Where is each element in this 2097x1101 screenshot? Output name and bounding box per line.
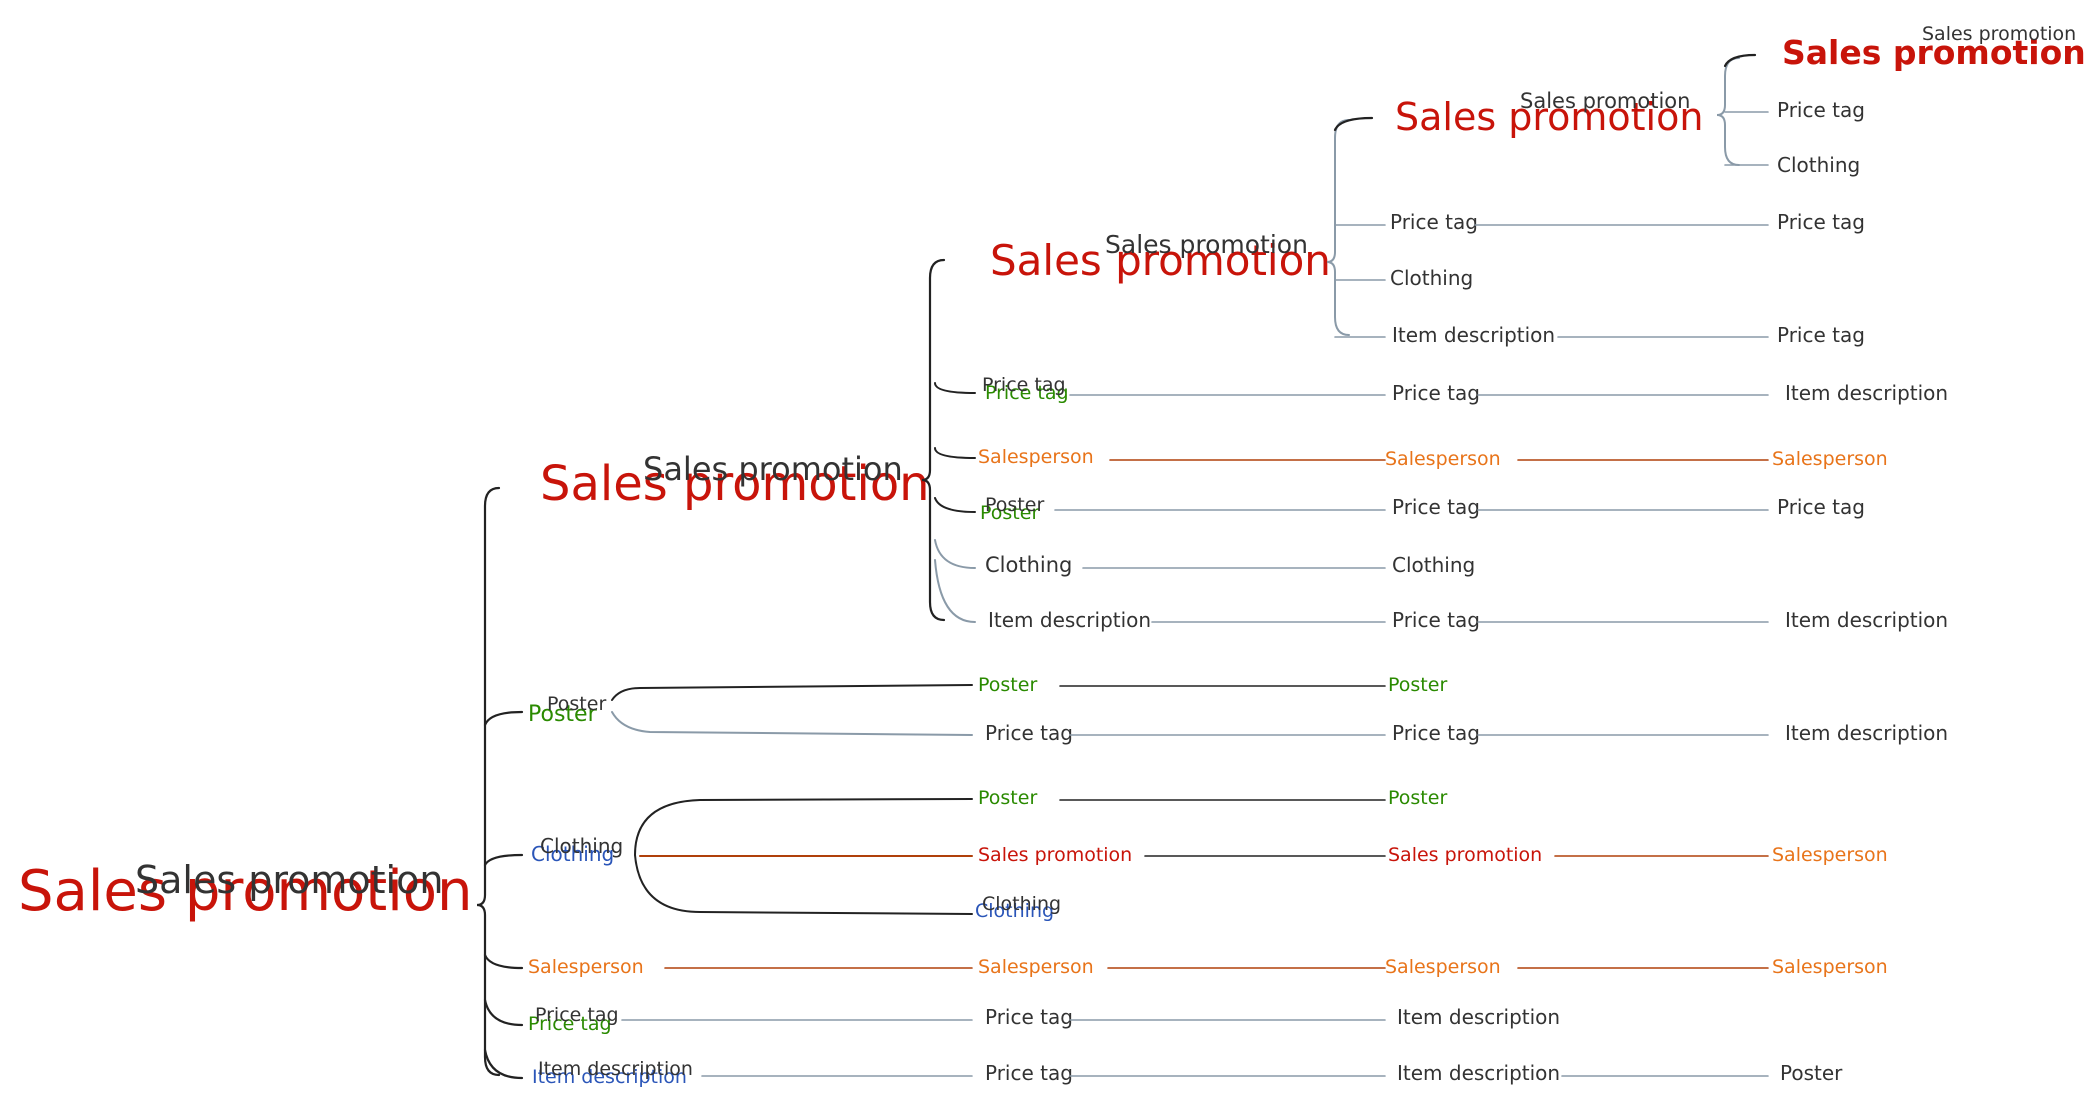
leaf-item-description: Item description bbox=[1392, 323, 1555, 347]
leaf-price-tag: Price tag bbox=[1392, 381, 1480, 405]
leaf-salesperson: Salesperson bbox=[1772, 956, 1888, 978]
sales-promotion-node-l4: Sales promotion bbox=[1782, 33, 2086, 72]
leaf-poster: Poster bbox=[978, 674, 1037, 696]
leaf-clothing: Clothing bbox=[1777, 153, 1860, 177]
leaf-clothing: Clothing bbox=[985, 553, 1072, 577]
leaf-item-description: Item description bbox=[1397, 1005, 1560, 1029]
leaf-salesperson: Salesperson bbox=[1385, 956, 1501, 978]
leaf-poster: Poster bbox=[978, 787, 1037, 809]
leaf-price-tag: Price tag bbox=[1392, 608, 1480, 632]
sales-promotion-node-l3: Sales promotion bbox=[1395, 95, 1703, 139]
leaf-sales-promotion: Sales promotion bbox=[1388, 844, 1542, 866]
leaf-price-tag: Price tag bbox=[1777, 98, 1865, 122]
leaf-sales-promotion: Sales promotion bbox=[978, 844, 1132, 866]
branch-stub bbox=[1333, 116, 1374, 132]
branch-stub bbox=[483, 710, 524, 727]
branch-stub bbox=[483, 853, 524, 867]
leaf-poster: Poster bbox=[1388, 674, 1447, 696]
root-node: Sales promotion bbox=[18, 859, 473, 924]
leaf-salesperson: Salesperson bbox=[1772, 448, 1888, 470]
leaf-clothing-shadow: Clothing bbox=[540, 834, 623, 858]
leaf-price-tag: Price tag bbox=[985, 382, 1069, 404]
leaf-salesperson: Salesperson bbox=[528, 956, 644, 978]
sales-promotion-node-l3-shadow: Sales promotion bbox=[1520, 89, 1690, 113]
leaf-price-tag: Price tag bbox=[1777, 323, 1865, 347]
sales-promotion-node-l2: Sales promotion bbox=[990, 236, 1331, 285]
leaf-clothing: Clothing bbox=[531, 842, 614, 866]
leaf-salesperson: Salesperson bbox=[978, 446, 1094, 468]
diagram-frame bbox=[12, 12, 2094, 1096]
leaf-price-tag-shadow: Price tag bbox=[982, 374, 1066, 396]
branch-stub bbox=[483, 953, 524, 970]
leaf-price-tag-shadow: Price tag bbox=[535, 1004, 619, 1026]
leaf-salesperson: Salesperson bbox=[1385, 448, 1501, 470]
leaf-price-tag: Price tag bbox=[1392, 495, 1480, 519]
branch-curve bbox=[634, 854, 973, 915]
leaf-item-description: Item description bbox=[1785, 381, 1948, 405]
leaf-price-tag: Price tag bbox=[1777, 495, 1865, 519]
leaf-clothing: Clothing bbox=[975, 900, 1054, 922]
branch-brace bbox=[921, 258, 946, 622]
leaf-poster: Poster bbox=[1388, 787, 1447, 809]
branch-stub bbox=[934, 447, 976, 459]
leaf-item-description: Item description bbox=[1397, 1061, 1560, 1085]
leaf-poster: Poster bbox=[1780, 1061, 1843, 1085]
branch-stub bbox=[934, 559, 976, 623]
leaf-clothing: Clothing bbox=[1392, 553, 1475, 577]
leaf-item-description: Item description bbox=[532, 1066, 687, 1088]
leaf-clothing-shadow: Clothing bbox=[982, 893, 1061, 915]
leaf-poster-shadow: Poster bbox=[985, 494, 1044, 516]
leaf-price-tag: Price tag bbox=[528, 1013, 612, 1035]
branch-brace bbox=[476, 486, 501, 1077]
leaf-price-tag: Price tag bbox=[985, 1061, 1073, 1085]
leaf-poster: Poster bbox=[528, 702, 598, 727]
leaf-item-description: Item description bbox=[1785, 721, 1948, 745]
branch-stub bbox=[483, 998, 524, 1027]
leaf-clothing: Clothing bbox=[1390, 266, 1473, 290]
leaf-poster: Poster bbox=[980, 502, 1039, 524]
leaf-price-tag: Price tag bbox=[985, 721, 1073, 745]
branch-brace bbox=[1716, 57, 1740, 166]
leaf-price-tag: Price tag bbox=[1777, 210, 1865, 234]
branch-stub bbox=[934, 539, 976, 569]
branch-curve bbox=[634, 798, 973, 856]
leaf-price-tag: Price tag bbox=[1392, 721, 1480, 745]
branch-stub bbox=[483, 1048, 524, 1080]
branch-curve bbox=[611, 711, 973, 736]
branch-stub bbox=[1723, 53, 1757, 68]
branch-curve bbox=[611, 684, 973, 701]
sales-promotion-node-l1-shadow: Sales promotion bbox=[643, 450, 903, 488]
sales-promotion-node-l1: Sales promotion bbox=[540, 456, 930, 512]
leaf-item-description: Item description bbox=[988, 608, 1151, 632]
leaf-price-tag: Price tag bbox=[985, 1005, 1073, 1029]
sales-promotion-node-l4-shadow: Sales promotion bbox=[1922, 23, 2076, 45]
leaf-item-description-shadow: Item description bbox=[538, 1058, 693, 1080]
leaf-salesperson: Salesperson bbox=[1772, 844, 1888, 866]
branch-brace bbox=[1326, 119, 1350, 336]
leaf-poster-shadow: Poster bbox=[547, 693, 606, 715]
root-node-shadow: Sales promotion bbox=[135, 858, 443, 902]
leaf-salesperson: Salesperson bbox=[978, 956, 1094, 978]
leaf-price-tag: Price tag bbox=[1390, 210, 1478, 234]
sales-promotion-node-l2-shadow: Sales promotion bbox=[1105, 230, 1308, 259]
branch-stub bbox=[934, 497, 976, 513]
leaf-item-description: Item description bbox=[1785, 608, 1948, 632]
branch-stub bbox=[934, 382, 976, 394]
